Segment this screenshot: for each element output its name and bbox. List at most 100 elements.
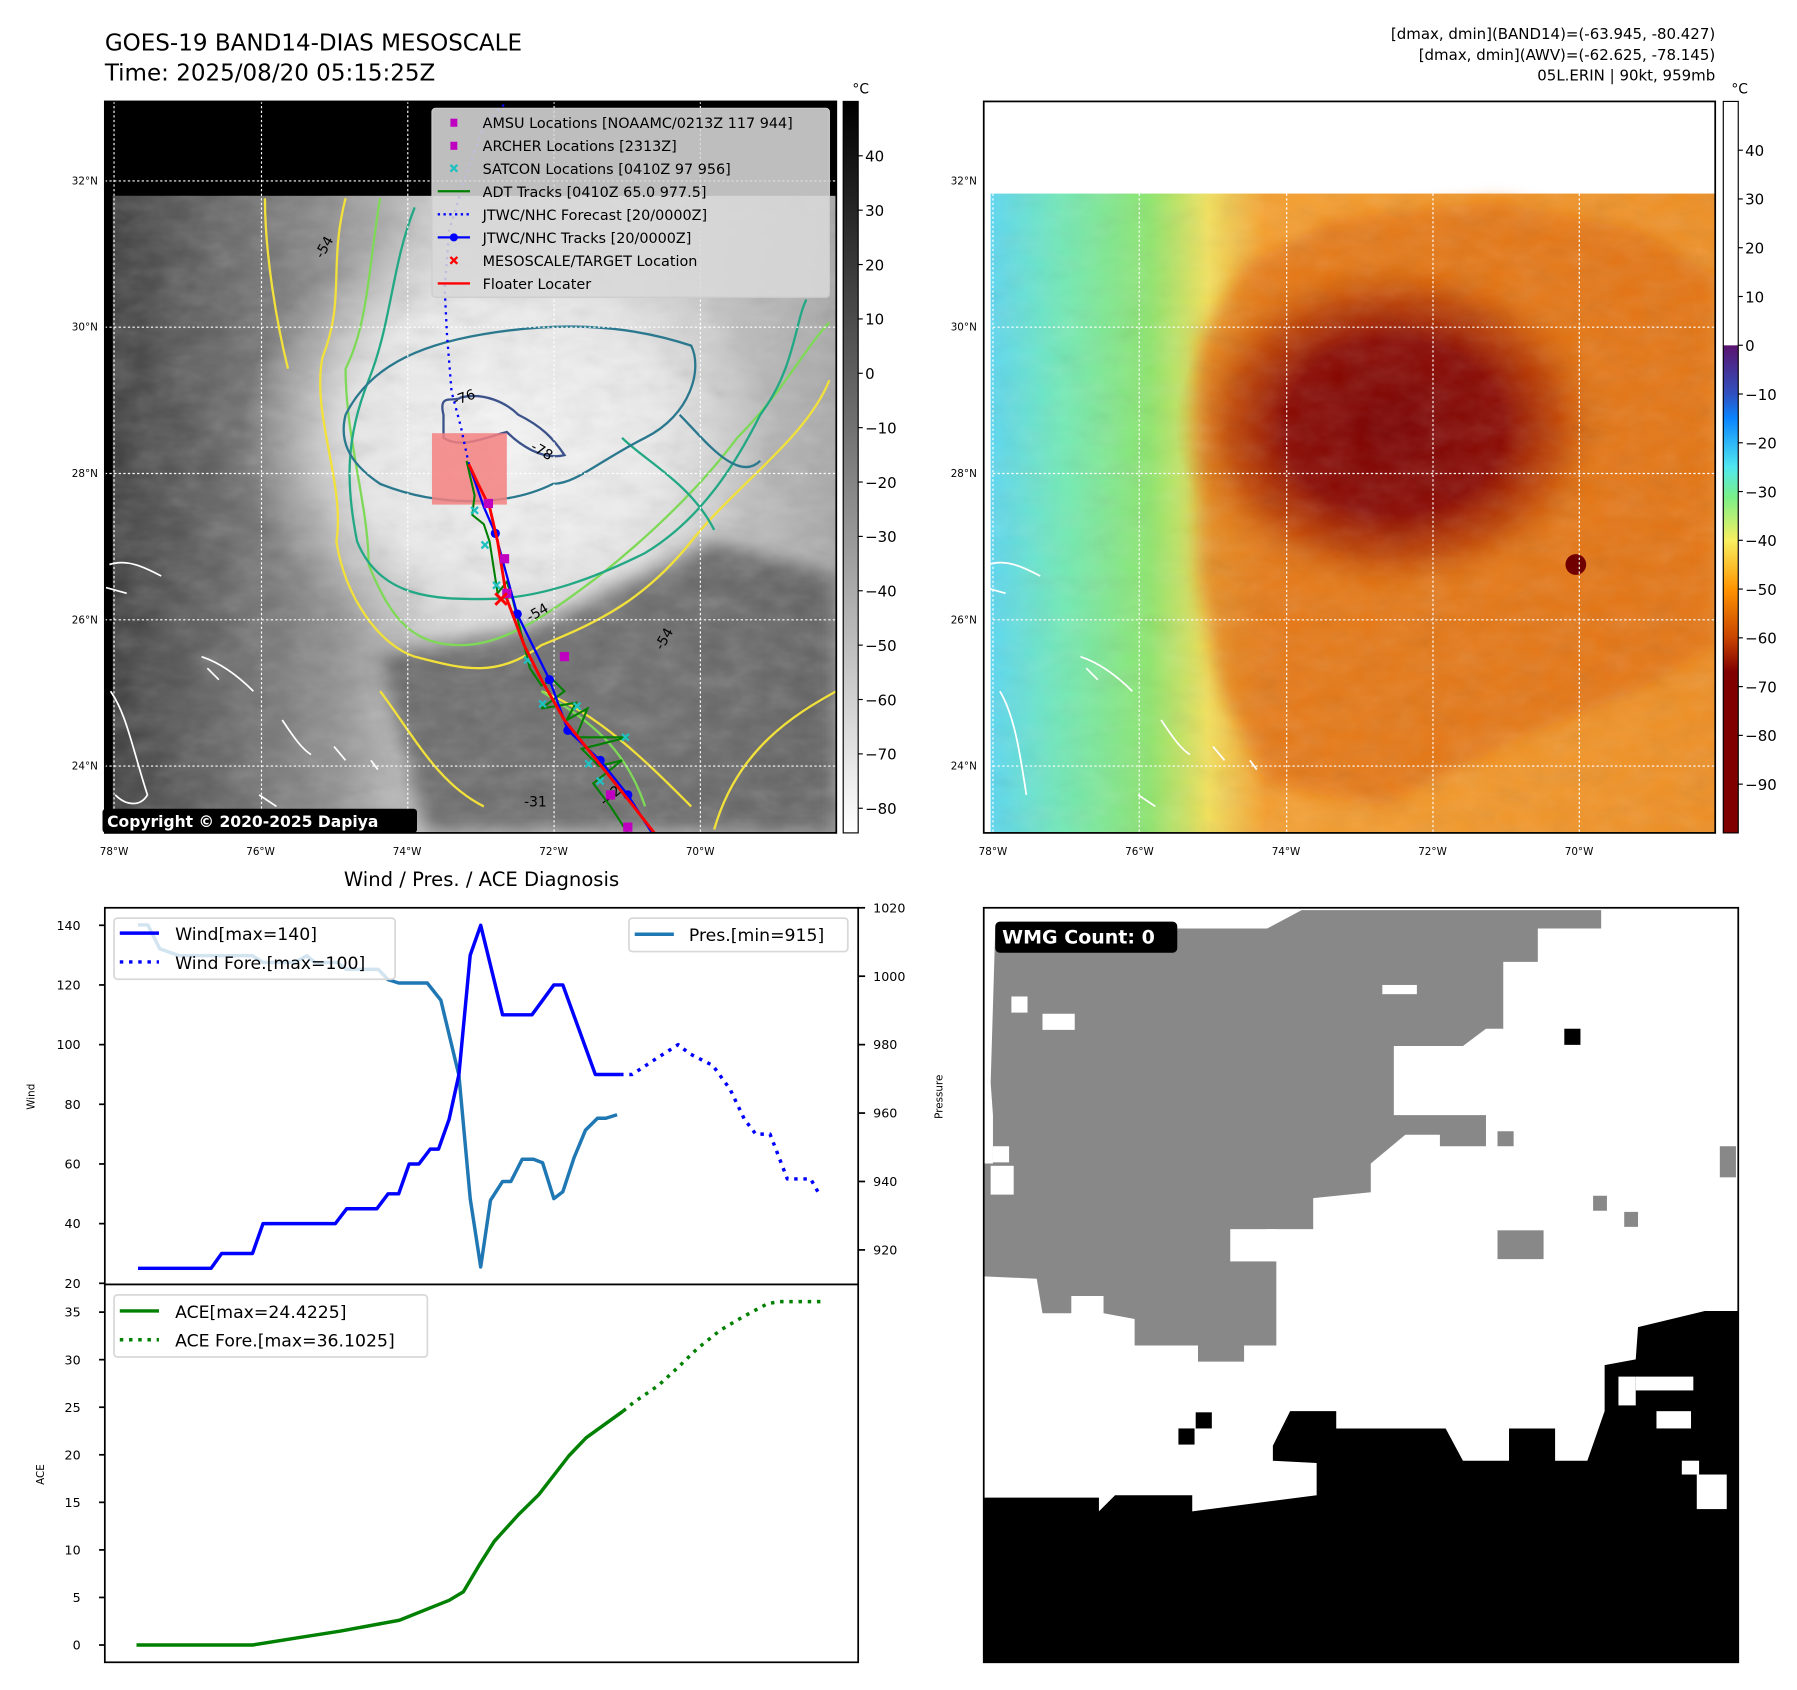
lat-label: 28°N (951, 468, 977, 480)
legend-label: Pres.[min=915] (689, 926, 824, 946)
colorbar-tick-label: 20 (865, 256, 884, 274)
colorbar-tick-label: −40 (865, 583, 897, 601)
satcon-legend-icon (449, 163, 459, 173)
legend-label: JTWC/NHC Forecast [20/0000Z] (482, 208, 707, 224)
pressure-tick-label: 980 (873, 1037, 897, 1052)
pressure-tick-label: 940 (873, 1174, 897, 1189)
colorbar-tick-label: 20 (1745, 239, 1764, 257)
colorbar-tick-label: −10 (1745, 386, 1777, 404)
ace-tick-label: 5 (73, 1590, 81, 1605)
legend-label: ADT Tracks [0410Z 65.0 977.5] (483, 185, 707, 201)
colorbar-tick-label: −50 (865, 637, 897, 655)
colorbar-unit: °C (1731, 81, 1748, 97)
wind-tick-label: 40 (65, 1216, 81, 1231)
lon-label: 74°W (1272, 846, 1301, 858)
colorbar-tick-label: −20 (865, 474, 897, 492)
lat-label: 32°N (951, 175, 977, 187)
colorbar-tick-label: −30 (1745, 483, 1777, 501)
colorbar-tick-label: 10 (865, 311, 884, 329)
ace-tick-label: 0 (73, 1638, 81, 1653)
lon-label: 70°W (686, 846, 715, 858)
lat-label: 24°N (72, 761, 98, 773)
legend-label: SATCON Locations [0410Z 97 956] (483, 162, 731, 178)
pressure-legend: Pres.[min=915] (628, 917, 849, 953)
info-band14: [dmax, dmin](BAND14)=(-63.945, -80.427) (1391, 25, 1715, 43)
lon-label: 74°W (393, 846, 422, 858)
colorbar-tick-label: 0 (865, 365, 875, 383)
wmg-count-badge (995, 921, 1178, 953)
legend-label: ACE[max=24.4225] (175, 1303, 346, 1323)
colorbar-tick-label: −20 (1745, 435, 1777, 453)
wind-tick-label: 80 (65, 1097, 81, 1112)
lat-label: 26°N (72, 614, 98, 626)
lat-label: 26°N (951, 614, 977, 626)
legend-label: ACE Fore.[max=36.1025] (175, 1332, 395, 1352)
wind-tick-label: 60 (65, 1157, 81, 1172)
ace-line (136, 1409, 625, 1647)
info-storm: 05L.ERIN | 90kt, 959mb (1537, 67, 1715, 85)
copyright: Copyright © 2020-2025 Dapiya (107, 813, 378, 831)
target-legend-icon (449, 256, 459, 265)
ace-forecast-line (622, 1299, 826, 1413)
colorbar-tick-label: 40 (865, 148, 884, 166)
colorbar-tick-label: −80 (865, 800, 897, 818)
wind-tick-label: 20 (65, 1276, 81, 1291)
contour-label: -31 (524, 794, 547, 810)
lon-label: 72°W (539, 846, 568, 858)
legend-label: AMSU Locations [NOAAMC/0213Z 117 944] (483, 116, 793, 132)
wind-forecast-line (620, 1042, 821, 1195)
ace-tick-label: 20 (65, 1447, 81, 1462)
pressure-tick-label: 960 (873, 1106, 897, 1121)
lon-label: 76°W (1125, 846, 1154, 858)
colorbar-tick-label: −40 (1745, 532, 1777, 550)
legend-label: Wind Fore.[max=100] (175, 954, 365, 974)
lon-label: 78°W (100, 846, 129, 858)
map-legend: AMSU Locations [NOAAMC/0213Z 117 944] AR… (431, 107, 830, 298)
awv-map-panel (983, 101, 1716, 833)
wind-line (138, 923, 621, 1271)
colorbar-tick-label: −90 (1745, 776, 1777, 794)
pressure-axis-label: Pressure (933, 1075, 945, 1119)
ace-axis-label: ACE (35, 1464, 47, 1485)
pressure-tick-label: 920 (873, 1243, 897, 1258)
colorbar-tick-label: −50 (1745, 581, 1777, 599)
colorbar-band14 (842, 100, 859, 834)
wind-axis-label: Wind (26, 1084, 38, 1110)
lat-label: 30°N (72, 322, 98, 334)
colorbar-tick-label: −60 (865, 691, 897, 709)
wind-tick-label: 120 (56, 978, 80, 993)
colorbar-tick-label: 30 (1745, 191, 1764, 209)
colorbar-unit: °C (852, 81, 869, 97)
colorbar-tick-label: −10 (865, 419, 897, 437)
colorbar-awv (1722, 100, 1739, 834)
wind-tick-label: 100 (56, 1037, 80, 1052)
colorbar-tick-label: −70 (865, 746, 897, 764)
contour-label: -76 (451, 387, 478, 410)
chart-title: Wind / Pres. / ACE Diagnosis (344, 868, 619, 891)
lon-label: 70°W (1565, 846, 1594, 858)
ace-tick-label: 35 (65, 1305, 81, 1320)
legend-label: Floater Locater (483, 277, 592, 293)
figure-time: Time: 2025/08/20 05:15:25Z (104, 61, 436, 87)
colorbar-tick-label: −80 (1745, 727, 1777, 745)
coastlines (984, 561, 1258, 808)
pressure-tick-label: 1020 (873, 900, 905, 915)
copyright-box (102, 808, 417, 833)
lat-label: 24°N (951, 761, 977, 773)
ace-legend: ACE[max=24.4225] ACE Fore.[max=36.1025] (113, 1293, 429, 1358)
colorbar-tick-label: −70 (1745, 678, 1777, 696)
info-awv: [dmax, dmin](AWV)=(-62.625, -78.145) (1419, 46, 1715, 64)
gridlines (983, 101, 1716, 833)
ace-tick-label: 30 (65, 1352, 81, 1367)
pressure-tick-label: 1000 (873, 969, 905, 984)
ace-tick-label: 10 (65, 1543, 81, 1558)
ace-tick-label: 25 (65, 1400, 81, 1415)
amsu-legend-icon (450, 118, 458, 127)
lon-label: 78°W (979, 846, 1008, 858)
lon-label: 76°W (246, 846, 275, 858)
colorbar-tick-label: −60 (1745, 630, 1777, 648)
colorbar-tick-label: −30 (865, 528, 897, 546)
satcon-markers (470, 506, 630, 786)
colorbar-tick-label: 30 (865, 202, 884, 220)
